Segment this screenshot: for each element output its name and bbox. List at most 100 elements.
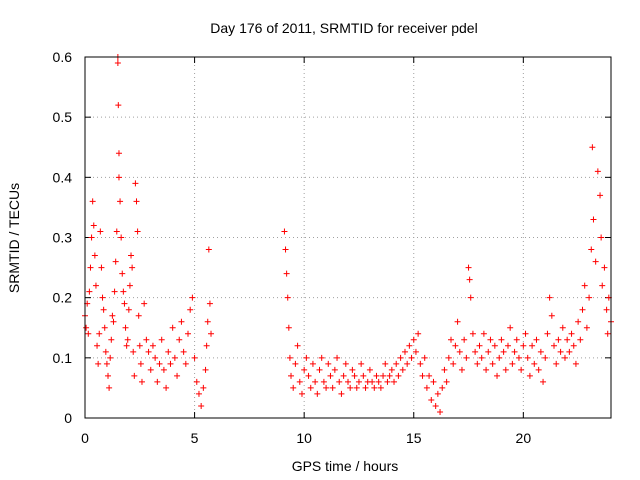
x-tick-label: 15 — [406, 430, 422, 446]
data-point — [141, 300, 148, 307]
data-point — [465, 264, 472, 271]
data-point — [351, 372, 358, 379]
data-point — [130, 348, 137, 355]
data-point — [380, 372, 387, 379]
data-point — [362, 384, 369, 391]
data-point — [551, 342, 558, 349]
data-point — [203, 342, 210, 349]
data-point — [592, 258, 599, 265]
data-point — [485, 348, 492, 355]
data-point — [483, 366, 490, 373]
data-point — [342, 360, 349, 367]
data-point — [178, 318, 185, 325]
data-point — [476, 342, 483, 349]
data-point — [338, 390, 345, 397]
y-tick-label: 0.1 — [53, 350, 73, 366]
data-point — [86, 288, 93, 295]
data-point — [450, 360, 457, 367]
data-point — [546, 294, 553, 301]
data-point — [388, 366, 395, 373]
data-point — [88, 234, 95, 241]
data-point — [434, 390, 441, 397]
data-point — [353, 384, 360, 391]
data-point — [491, 342, 498, 349]
data-point — [480, 330, 487, 337]
data-point — [117, 198, 124, 205]
data-point — [290, 384, 297, 391]
data-point — [566, 348, 573, 355]
data-point — [430, 378, 437, 385]
data-point — [111, 288, 118, 295]
y-tick-label: 0 — [64, 410, 72, 426]
y-tick-label: 0.2 — [53, 290, 73, 306]
data-point — [561, 354, 568, 361]
data-point — [89, 198, 96, 205]
data-point — [124, 336, 131, 343]
data-point — [542, 354, 549, 361]
data-point — [349, 366, 356, 373]
y-tick-labels: 0 0.1 0.2 0.3 0.4 0.5 0.6 — [53, 49, 73, 426]
data-point — [391, 378, 398, 385]
data-point — [106, 384, 113, 391]
data-point — [294, 342, 301, 349]
data-point — [90, 222, 97, 229]
data-point — [347, 384, 354, 391]
x-tick-label: 0 — [81, 430, 89, 446]
data-point — [371, 384, 378, 391]
data-point — [382, 360, 389, 367]
data-point — [494, 372, 501, 379]
data-point — [421, 354, 428, 361]
data-point — [191, 354, 198, 361]
data-point — [97, 228, 104, 235]
data-point — [134, 228, 141, 235]
x-tick-label: 10 — [296, 430, 312, 446]
data-point — [439, 384, 446, 391]
data-point — [334, 354, 341, 361]
data-point — [103, 360, 110, 367]
data-point — [176, 336, 183, 343]
data-point — [472, 348, 479, 355]
data-point — [325, 360, 332, 367]
data-point — [540, 378, 547, 385]
data-point — [340, 372, 347, 379]
data-point — [91, 252, 98, 259]
data-point — [320, 378, 327, 385]
data-point — [572, 360, 579, 367]
data-point — [195, 390, 202, 397]
data-point — [329, 384, 336, 391]
data-point — [312, 378, 319, 385]
data-point — [112, 258, 119, 265]
data-point — [147, 366, 154, 373]
data-point — [167, 360, 174, 367]
data-point — [544, 330, 551, 337]
data-point — [458, 366, 465, 373]
data-point — [100, 306, 107, 313]
data-point — [589, 144, 596, 151]
data-point — [604, 330, 611, 337]
data-point — [575, 318, 582, 325]
data-point — [366, 366, 373, 373]
data-point — [568, 330, 575, 337]
data-point — [125, 306, 132, 313]
data-point — [529, 342, 536, 349]
data-point — [169, 324, 176, 331]
data-point — [428, 396, 435, 403]
data-point — [441, 366, 448, 373]
data-point — [110, 318, 117, 325]
plot-frame — [84, 56, 612, 419]
data-point — [345, 378, 351, 385]
data-point — [599, 282, 606, 289]
data-point — [163, 384, 170, 391]
data-point — [187, 306, 194, 313]
data-point — [577, 336, 584, 343]
data-point — [204, 318, 211, 325]
data-point — [423, 384, 430, 391]
data-point — [123, 342, 130, 349]
data-point — [393, 360, 400, 367]
data-point — [432, 402, 439, 409]
x-tick-labels: 0 5 10 15 20 — [81, 430, 531, 446]
data-point — [107, 354, 114, 361]
data-point — [114, 60, 121, 67]
data-point — [489, 360, 496, 367]
data-point — [131, 372, 138, 379]
